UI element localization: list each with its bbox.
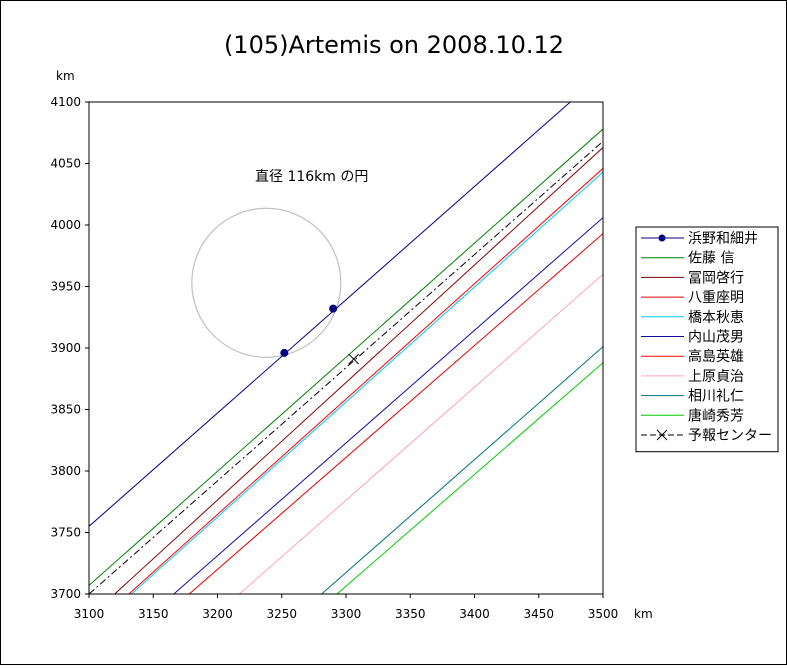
legend-label-8: 相川礼仁 [688, 389, 744, 405]
series-line-4 [131, 171, 603, 594]
y-tick-label: 3850 [50, 403, 81, 417]
circle-annotation: 直径 116km の円 [255, 168, 368, 185]
series-point-0-1 [329, 304, 338, 313]
series-line-9 [336, 362, 603, 594]
x-tick-label: 3250 [266, 607, 297, 621]
x-tick-label: 3200 [202, 607, 233, 621]
series-line-2 [114, 147, 603, 594]
legend-label-7: 上原貞治 [688, 369, 744, 385]
x-tick-label: 3500 [588, 607, 619, 621]
legend-marker-0 [658, 234, 666, 242]
series-line-3 [188, 233, 603, 594]
legend-box [635, 226, 779, 453]
legend-label-3: 八重座明 [688, 290, 744, 306]
legend-label-5: 内山茂男 [688, 329, 744, 346]
x-tick-label: 3450 [523, 607, 554, 621]
plot-area [89, 102, 603, 594]
y-tick-label: 3800 [50, 464, 81, 478]
diameter-circle [191, 207, 342, 358]
x-tick-label: 3150 [138, 607, 169, 621]
y-tick-label: 3700 [50, 587, 81, 601]
y-tick-label: 4000 [50, 218, 81, 232]
x-tick-label: 3400 [459, 607, 490, 621]
x-tick-label: 3300 [331, 607, 362, 621]
legend-label-0: 浜野和細井 [688, 231, 758, 247]
x-axis-label: km [634, 607, 653, 621]
series-line-5 [173, 217, 603, 594]
legend-label-10: 予報センター [688, 428, 772, 444]
legend-label-4: 橋本秋恵 [688, 310, 744, 326]
legend-label-2: 冨岡啓行 [688, 270, 744, 286]
series-line-10 [89, 140, 603, 594]
legend-label-1: 佐藤 信 [688, 251, 734, 267]
series-line-7 [239, 273, 603, 594]
y-tick-label: 4050 [50, 157, 81, 171]
prediction-center-marker [348, 353, 360, 365]
y-tick-labels: 3700 3750 3800 3850 3900 3950 4000 4050 4100 [50, 95, 89, 601]
x-tick-label: 3100 [74, 607, 105, 621]
legend-marker-10 [656, 429, 668, 441]
chart-title: (105)Artemis on 2008.10.12 [224, 31, 564, 59]
y-tick-label: 4100 [50, 95, 81, 109]
series-line-6 [128, 168, 603, 594]
legend-label-6: 高島英雄 [688, 348, 744, 365]
x-tick-label: 3350 [395, 607, 426, 621]
x-tick-labels: 3100 3150 3200 3250 3300 3350 3400 3450 3500 [74, 594, 619, 621]
series-line-1 [89, 128, 603, 586]
y-tick-label: 3950 [50, 280, 81, 294]
y-tick-label: 3900 [50, 341, 81, 355]
legend-label-9: 唐崎秀芳 [688, 407, 744, 424]
y-tick-label: 3750 [50, 526, 81, 540]
y-axis-label: km [56, 69, 75, 83]
series-point-0-0 [280, 348, 289, 357]
series-line-8 [321, 346, 603, 594]
